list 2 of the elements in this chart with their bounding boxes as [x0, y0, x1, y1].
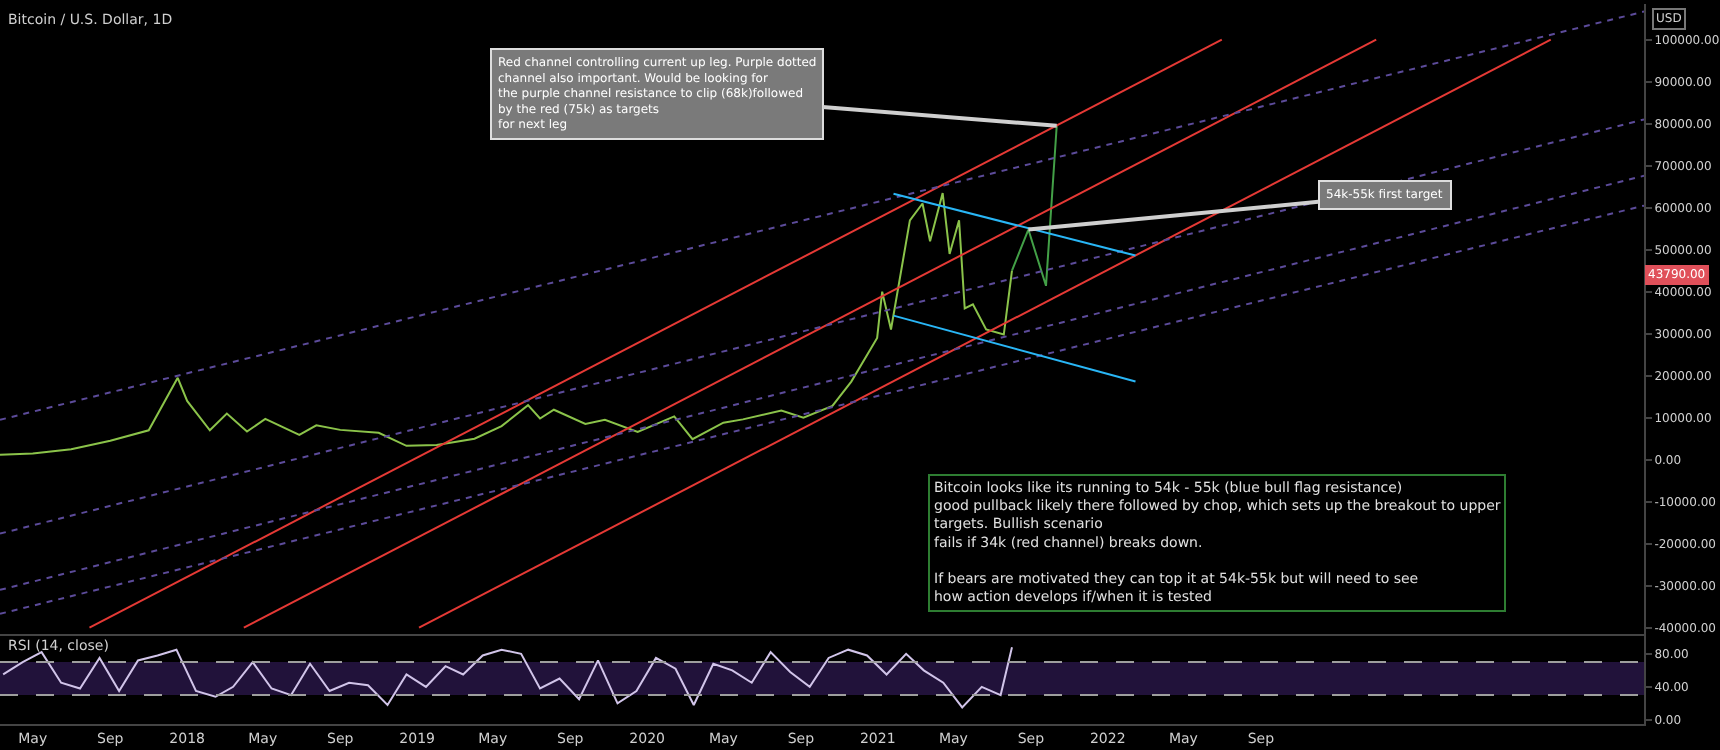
line-series — [1010, 124, 1058, 287]
line-series — [0, 192, 1013, 456]
